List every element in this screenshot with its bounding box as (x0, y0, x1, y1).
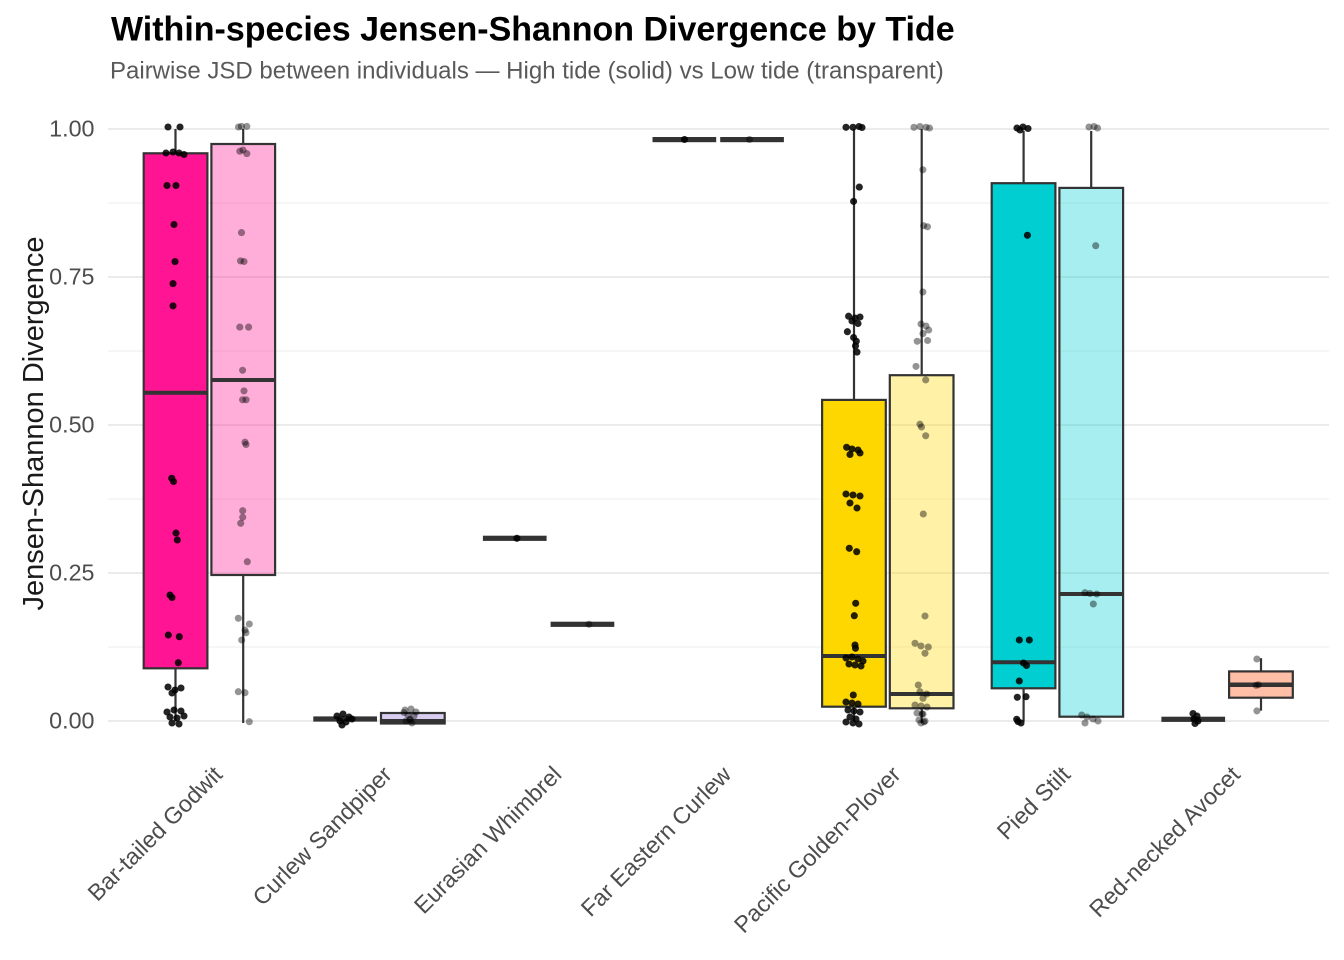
svg-text:0.25: 0.25 (49, 560, 94, 586)
svg-text:Within-species Jensen-Shannon: Within-species Jensen-Shannon Divergence… (111, 11, 955, 49)
svg-text:Jensen-Shannon Divergence: Jensen-Shannon Divergence (18, 236, 50, 610)
svg-text:0.75: 0.75 (49, 264, 94, 290)
svg-text:1.00: 1.00 (49, 116, 94, 142)
svg-text:0.50: 0.50 (49, 412, 94, 438)
svg-text:0.00: 0.00 (49, 708, 94, 734)
svg-text:Pairwise JSD between individua: Pairwise JSD between individuals — High … (110, 58, 944, 85)
